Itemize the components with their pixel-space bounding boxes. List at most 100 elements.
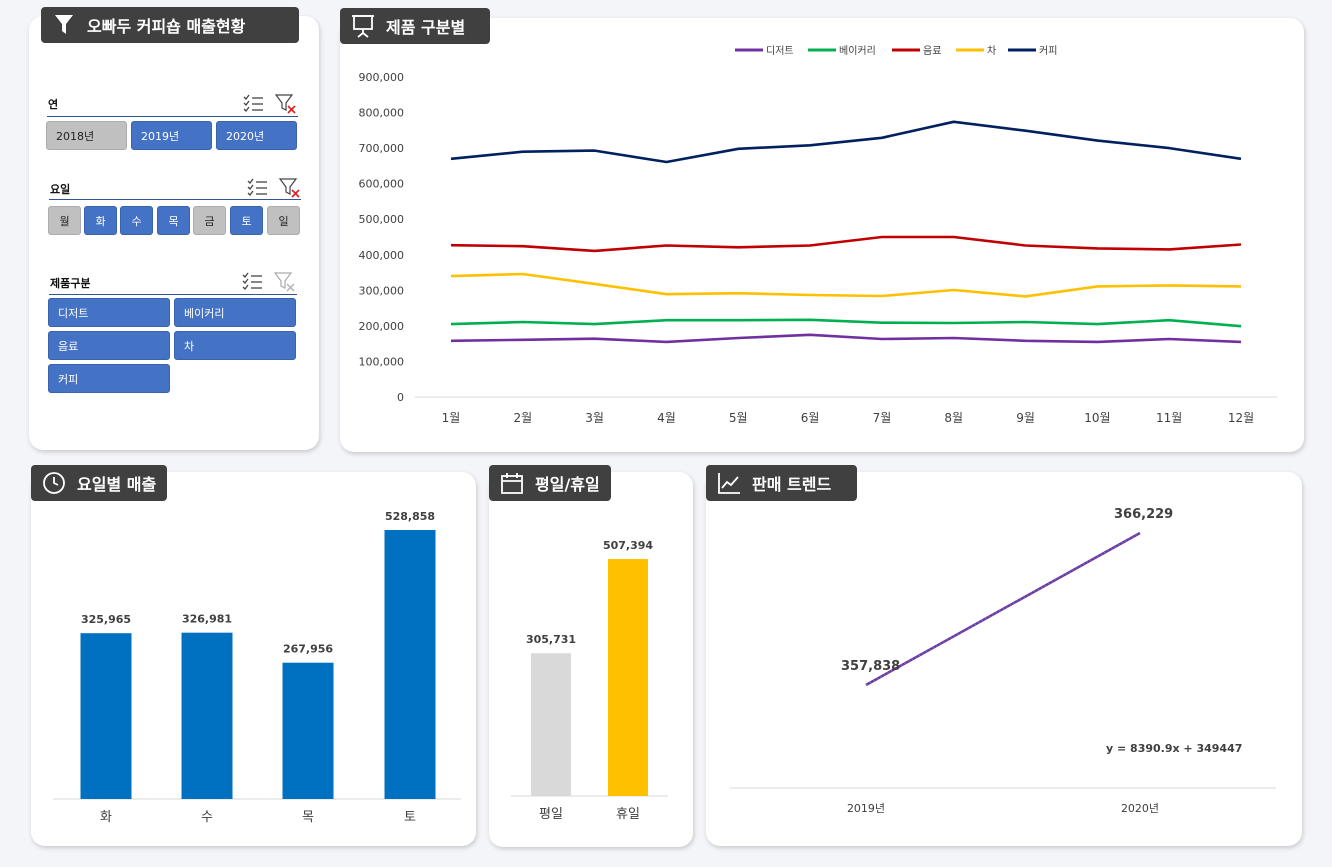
x-tick-label: 8월	[944, 411, 963, 425]
slicer-item-label: 토	[241, 214, 252, 228]
slicer-item-label: 목	[168, 214, 179, 228]
trendline-equation: y = 8390.9x + 349447	[1106, 742, 1242, 755]
linear-trendline	[865, 532, 1141, 686]
slicer-item-label: 금	[204, 214, 215, 228]
legend-label: 디저트	[766, 45, 794, 57]
slicer-product-coffee[interactable]: 커피	[48, 364, 170, 393]
product-chart-panel	[340, 18, 1304, 452]
weekend-bar-chart: 305,731 평일 507,394 휴일	[511, 539, 668, 822]
y-tick-label: 100,000	[359, 355, 405, 368]
calendar-icon	[499, 470, 525, 496]
bar	[384, 530, 436, 799]
data-label: 305,731	[526, 633, 576, 646]
slicer-item-label: 2019년	[141, 129, 180, 143]
slicer-weekday-thu[interactable]: 목	[157, 206, 190, 235]
x-tick-label: 2019년	[847, 802, 885, 815]
x-tick-label: 1월	[442, 411, 461, 425]
x-tick-label: 5월	[729, 411, 748, 425]
trend-line-chart: 357,838 366,229 2019년 2020년 y = 8390.9x + 34…	[730, 507, 1276, 815]
y-tick-label: 500,000	[359, 213, 405, 226]
y-tick-label: 600,000	[359, 178, 405, 191]
chart-title: 요일별 매출	[77, 475, 157, 494]
series-line	[450, 333, 1242, 344]
x-tick-label: 7월	[873, 411, 892, 425]
multi-select-icon[interactable]	[243, 94, 265, 114]
y-tick-label: 400,000	[359, 249, 405, 262]
clear-filter-icon[interactable]	[278, 178, 301, 198]
x-tick-label: 평일	[539, 807, 563, 822]
y-tick-label: 700,000	[359, 142, 405, 155]
slicer-panel-title: 오빠두 커피숍 매출현황	[41, 7, 299, 43]
x-tick-label: 2월	[513, 411, 532, 425]
x-tick-label: 토	[404, 810, 416, 825]
data-label: 507,394	[603, 539, 653, 552]
data-label: 357,838	[841, 659, 900, 674]
y-tick-label: 800,000	[359, 107, 405, 120]
filter-icon	[51, 12, 77, 38]
series-line	[450, 235, 1242, 253]
slicer-weekday-mon[interactable]: 월	[48, 206, 81, 235]
slicer-title-weekday: 요일	[50, 183, 71, 196]
x-tick-label: 2020년	[1121, 802, 1159, 815]
slicer-weekday-sat[interactable]: 토	[230, 206, 263, 235]
slicer-item-label: 2018년	[56, 129, 95, 143]
slicer-year-2018[interactable]: 2018년	[46, 121, 127, 150]
trend-chart-title: 판매 트렌드	[706, 465, 857, 501]
clock-icon	[41, 470, 67, 496]
slicer-weekday-tue[interactable]: 화	[84, 206, 117, 235]
product-line-chart: 0 100,000 200,000 300,000 400,000 500,000 600,…	[359, 45, 1277, 425]
slicer-title-product: 제품구분	[50, 277, 91, 290]
slicer-weekday-fri[interactable]: 금	[193, 206, 226, 235]
bar	[80, 633, 132, 799]
slicer-product-bakery[interactable]: 베이커리	[174, 298, 296, 327]
slicer-year-2020[interactable]: 2020년	[216, 121, 297, 150]
weekend-chart-title: 평일/휴일	[489, 465, 611, 501]
data-label: 326,981	[182, 613, 232, 626]
x-tick-label: 10월	[1084, 411, 1110, 425]
slicer-product-dessert[interactable]: 디저트	[48, 298, 170, 327]
trend-chart-panel	[706, 472, 1302, 846]
x-tick-label: 4월	[657, 411, 676, 425]
y-tick-label: 300,000	[359, 284, 405, 297]
slicer-item-label: 화	[95, 214, 106, 228]
clear-filter-icon[interactable]	[274, 94, 297, 114]
legend-label: 커피	[1039, 45, 1057, 57]
chart-title: 판매 트렌드	[752, 475, 832, 494]
trend-chart-icon	[716, 470, 742, 496]
legend-label: 음료	[923, 45, 941, 57]
slicer-item-label: 월	[59, 214, 70, 228]
x-tick-label: 11월	[1156, 411, 1182, 425]
slicer-product-beverage[interactable]: 음료	[48, 331, 170, 360]
x-tick-label: 6월	[801, 411, 820, 425]
x-tick-label: 9월	[1016, 411, 1035, 425]
chart-title: 제품 구분별	[386, 18, 466, 37]
slicer-item-label: 음료	[58, 339, 79, 353]
slicer-item-label: 디저트	[58, 306, 89, 320]
slicer-product-tea[interactable]: 차	[174, 331, 296, 360]
slicer-year-2019[interactable]: 2019년	[131, 121, 212, 150]
data-label: 366,229	[1114, 507, 1173, 522]
series-line	[450, 120, 1242, 164]
x-tick-label: 3월	[585, 411, 604, 425]
y-tick-label: 0	[397, 391, 404, 404]
weekend-chart-panel	[489, 472, 693, 847]
series-line	[450, 272, 1242, 298]
dashboard-title: 오빠두 커피숍 매출현황	[87, 17, 246, 36]
product-chart-title: 제품 구분별	[340, 8, 490, 44]
slicer-item-label: 수	[131, 214, 142, 228]
x-tick-label: 목	[302, 810, 314, 825]
slicer-title-year: 연	[48, 98, 59, 111]
clear-filter-icon	[273, 272, 296, 292]
multi-select-icon[interactable]	[247, 178, 269, 198]
slicer-weekday-wed[interactable]: 수	[120, 206, 153, 235]
slicer-item-label: 베이커리	[184, 306, 225, 320]
slicer-item-label: 일	[278, 214, 289, 228]
slicer-item-label: 2020년	[226, 129, 265, 143]
x-tick-label: 12월	[1228, 411, 1254, 425]
chart-title: 평일/휴일	[535, 475, 600, 494]
slicer-weekday-sun[interactable]: 일	[267, 206, 300, 235]
bar	[531, 653, 571, 796]
multi-select-icon[interactable]	[242, 272, 264, 292]
weekday-bar-chart: 325,965 화 326,981 수 267,956 목 528,858 토	[53, 510, 461, 825]
bar	[608, 559, 648, 796]
